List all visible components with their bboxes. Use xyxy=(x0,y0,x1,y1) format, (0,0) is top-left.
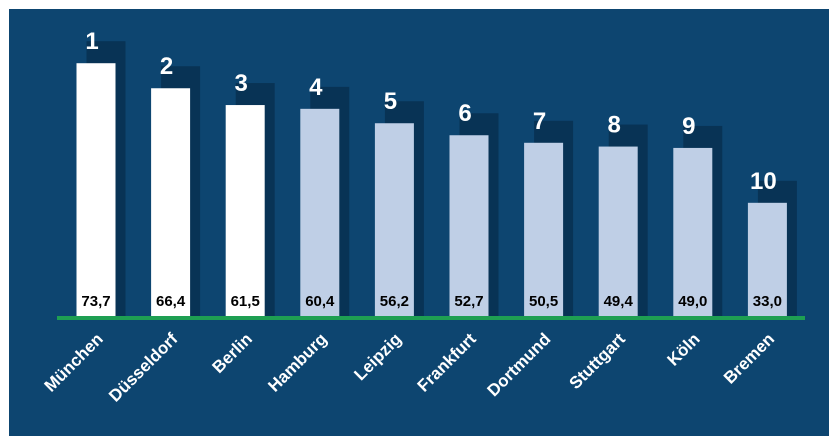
rank-label-hamburg: 4 xyxy=(309,74,323,101)
value-label-leipzig: 56,2 xyxy=(380,293,409,310)
bar-duesseldorf xyxy=(151,88,191,316)
value-label-berlin: 61,5 xyxy=(231,293,260,310)
bar-frankfurt xyxy=(449,135,489,316)
value-label-stuttgart: 49,4 xyxy=(604,293,634,310)
bar-berlin xyxy=(225,105,265,317)
rank-label-dortmund: 7 xyxy=(533,108,546,135)
bars-group xyxy=(76,41,797,317)
bar-koeln xyxy=(673,147,713,316)
bar-bremen xyxy=(747,202,787,316)
rank-label-muenchen: 1 xyxy=(85,28,98,55)
value-label-hamburg: 60,4 xyxy=(305,293,335,310)
bar-leipzig xyxy=(374,123,414,316)
bar-hamburg xyxy=(300,108,340,316)
value-label-frankfurt: 52,7 xyxy=(454,293,483,310)
rank-label-bremen: 10 xyxy=(750,168,777,195)
value-label-koeln: 49,0 xyxy=(678,293,707,310)
rank-label-koeln: 9 xyxy=(682,113,695,140)
value-label-muenchen: 73,7 xyxy=(81,293,110,310)
value-label-bremen: 33,0 xyxy=(753,293,782,310)
rank-label-duesseldorf: 2 xyxy=(160,53,173,80)
rank-label-frankfurt: 6 xyxy=(458,100,471,127)
value-label-duesseldorf: 66,4 xyxy=(156,293,186,310)
rank-label-stuttgart: 8 xyxy=(608,112,621,139)
value-label-dortmund: 50,5 xyxy=(529,293,558,310)
bar-dortmund xyxy=(524,142,564,316)
rank-label-leipzig: 5 xyxy=(384,88,397,115)
bar-muenchen xyxy=(76,63,116,316)
rank-label-berlin: 3 xyxy=(235,70,248,97)
bar-stuttgart xyxy=(598,146,638,316)
